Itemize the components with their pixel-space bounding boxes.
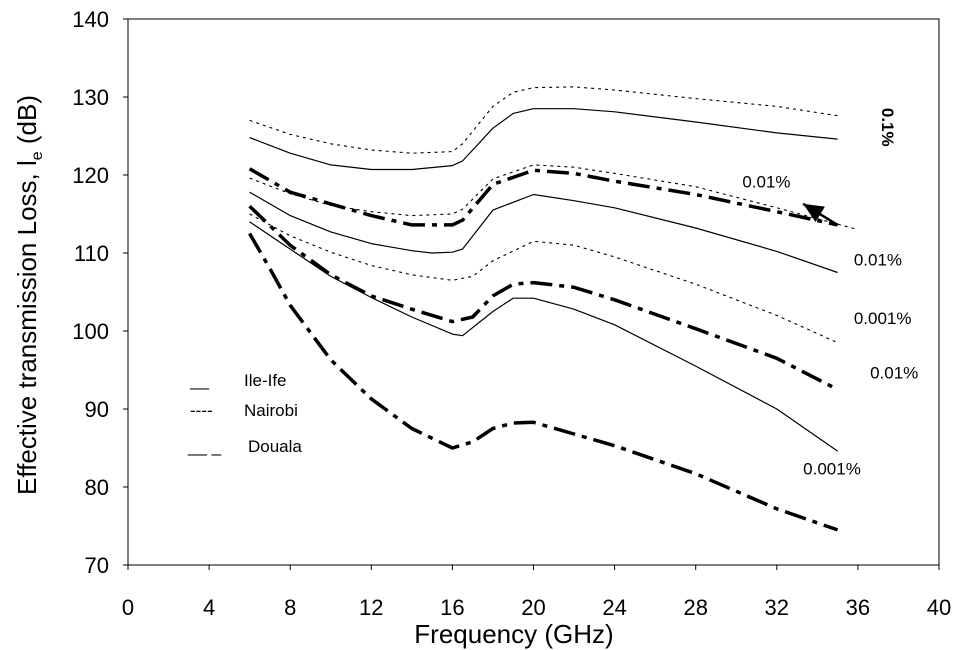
x-tick-label: 12 — [359, 595, 383, 620]
series-line-1 — [249, 86, 838, 154]
y-tick-label: 100 — [72, 319, 109, 344]
series-lines — [248, 86, 859, 532]
x-tick-label: 24 — [602, 595, 626, 620]
arrowhead — [803, 203, 825, 222]
y-tick-label: 70 — [85, 553, 109, 578]
axis-ticks: 0 4 8 12 16 20 24 28 32 36 40 70 80 90 100 110 120 130 140 — [72, 7, 951, 620]
annotation-label: 0.01% — [854, 250, 902, 269]
annotation-label: 0.1% — [878, 108, 897, 147]
series-line-8 — [249, 221, 838, 452]
x-tick-label: 28 — [683, 595, 707, 620]
x-tick-label: 0 — [122, 595, 134, 620]
legend-marker-douala: __ _ — [187, 437, 222, 456]
y-tick-label: 120 — [72, 163, 109, 188]
x-tick-label: 4 — [203, 595, 215, 620]
y-tick-label: 110 — [74, 241, 109, 266]
series-line-9 — [248, 232, 839, 532]
x-tick-label: 40 — [927, 595, 951, 620]
y-tick-label: 130 — [72, 85, 109, 110]
legend-label-douala: Douala — [248, 437, 302, 456]
y-tick-label: 80 — [85, 475, 109, 500]
y-axis-title-sub: e — [29, 151, 46, 160]
series-line-2 — [249, 108, 838, 171]
x-tick-label: 8 — [284, 595, 296, 620]
x-tick-label: 32 — [765, 595, 789, 620]
y-axis-title-main: Effective transmission Loss, l — [12, 160, 42, 495]
legend-label-ile-ife: Ile-Ife — [244, 371, 287, 390]
y-tick-label: 140 — [72, 7, 109, 32]
legend-label-nairobi: Nairobi — [244, 401, 298, 420]
x-axis-title: Frequency (GHz) — [414, 619, 613, 649]
x-tick-label: 36 — [846, 595, 870, 620]
annotations: 0.1% 0.01% 0.01% 0.001% 0.01% 0.001% — [742, 108, 918, 479]
y-axis-title: Effective transmission Loss, le (dB) — [12, 95, 46, 495]
annotation-label: 0.01% — [742, 172, 790, 191]
series-line-5 — [249, 191, 838, 274]
annotation-label: 0.01% — [870, 364, 918, 383]
x-tick-label: 16 — [440, 595, 464, 620]
legend-marker-ile-ife: __ — [189, 371, 209, 390]
y-axis-title-unit: (dB) — [12, 95, 42, 151]
annotation-label: 0.001% — [854, 309, 912, 328]
legend: __ Ile-Ife ---- Nairobi __ _ Douala — [187, 371, 302, 456]
annotation-label: 0.001% — [803, 460, 861, 479]
series-line-7 — [248, 204, 839, 392]
series-line-4 — [248, 167, 838, 227]
y-tick-label: 90 — [85, 397, 109, 422]
x-tick-label: 20 — [521, 595, 545, 620]
plot-frame — [127, 18, 940, 566]
legend-marker-nairobi: ---- — [190, 401, 213, 420]
